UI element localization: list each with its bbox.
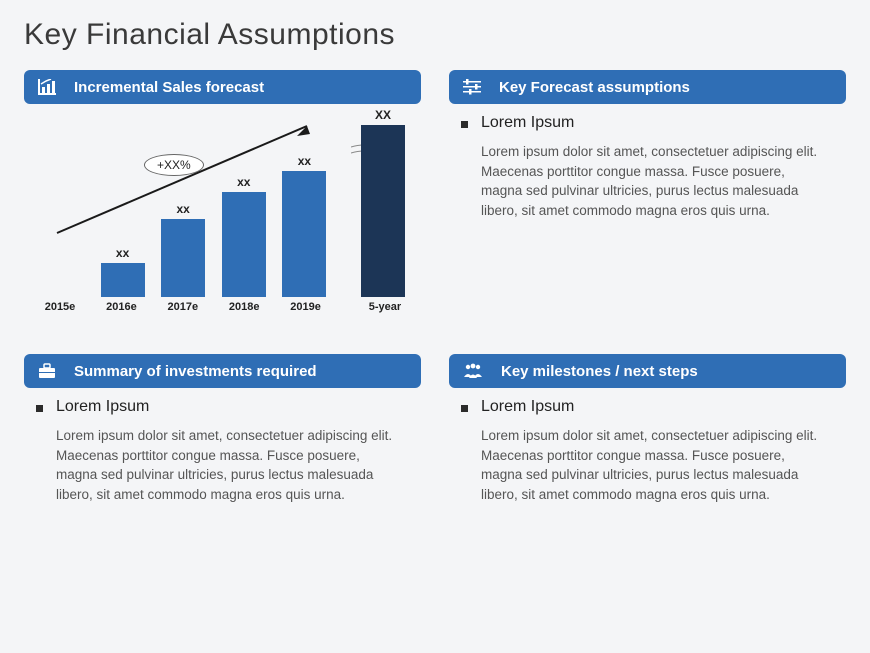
x-tick: 2016e	[95, 301, 147, 313]
x-tick: 2018e	[218, 301, 270, 313]
briefcase-icon	[38, 363, 56, 379]
investments-bullet: Lorem Ipsum	[42, 398, 415, 416]
section-investments: Summary of investments required Lorem Ip…	[24, 354, 421, 504]
chart-bars: xx xx xx xx	[34, 112, 411, 297]
section-assumptions: Key Forecast assumptions Lorem Ipsum Lor…	[449, 70, 846, 334]
bar-2017e: xx	[157, 202, 209, 297]
header-investments: Summary of investments required	[24, 354, 421, 388]
header-investments-label: Summary of investments required	[74, 363, 317, 380]
bar-2016e: xx	[97, 246, 149, 297]
bar-label: xx	[237, 175, 250, 189]
bar-5year: XX	[357, 108, 409, 297]
header-milestones-label: Key milestones / next steps	[501, 363, 698, 380]
bar-label: xx	[298, 154, 311, 168]
header-sales-label: Incremental Sales forecast	[74, 79, 264, 96]
x-tick: 2019e	[280, 301, 332, 313]
page-title: Key Financial Assumptions	[24, 18, 846, 52]
sliders-icon	[463, 79, 481, 95]
x-tick: 2017e	[157, 301, 209, 313]
bar-chart-icon	[38, 79, 56, 95]
milestones-bullet: Lorem Ipsum	[467, 398, 840, 416]
x-tick: 5-year	[359, 301, 411, 313]
bar-2015e	[36, 294, 88, 297]
header-milestones: Key milestones / next steps	[449, 354, 846, 388]
bar-label: xx	[177, 202, 190, 216]
section-milestones: Key milestones / next steps Lorem Ipsum …	[449, 354, 846, 504]
bar-rect	[282, 171, 326, 297]
bar-2018e: xx	[218, 175, 270, 297]
section-sales: Incremental Sales forecast +XX%	[24, 70, 421, 334]
header-sales: Incremental Sales forecast	[24, 70, 421, 104]
x-axis: 2015e 2016e 2017e 2018e 2019e 5-year	[34, 301, 411, 313]
bar-rect	[361, 125, 405, 297]
bar-rect	[101, 263, 145, 297]
assumptions-body: Lorem ipsum dolor sit amet, consectetuer…	[467, 142, 827, 220]
bar-2019e: xx	[278, 154, 330, 297]
milestones-body: Lorem ipsum dolor sit amet, consectetuer…	[467, 426, 827, 504]
bar-rect	[222, 192, 266, 297]
bar-rect	[161, 219, 205, 297]
assumptions-bullet: Lorem Ipsum	[467, 114, 840, 132]
sales-chart: +XX% xx xx	[24, 104, 421, 334]
investments-body: Lorem ipsum dolor sit amet, consectetuer…	[42, 426, 402, 504]
content-grid: Incremental Sales forecast +XX%	[24, 70, 846, 504]
x-tick: 2015e	[34, 301, 86, 313]
people-icon	[463, 363, 483, 379]
header-assumptions-label: Key Forecast assumptions	[499, 79, 690, 96]
header-assumptions: Key Forecast assumptions	[449, 70, 846, 104]
bar-label: XX	[375, 108, 391, 122]
bar-label: xx	[116, 246, 129, 260]
